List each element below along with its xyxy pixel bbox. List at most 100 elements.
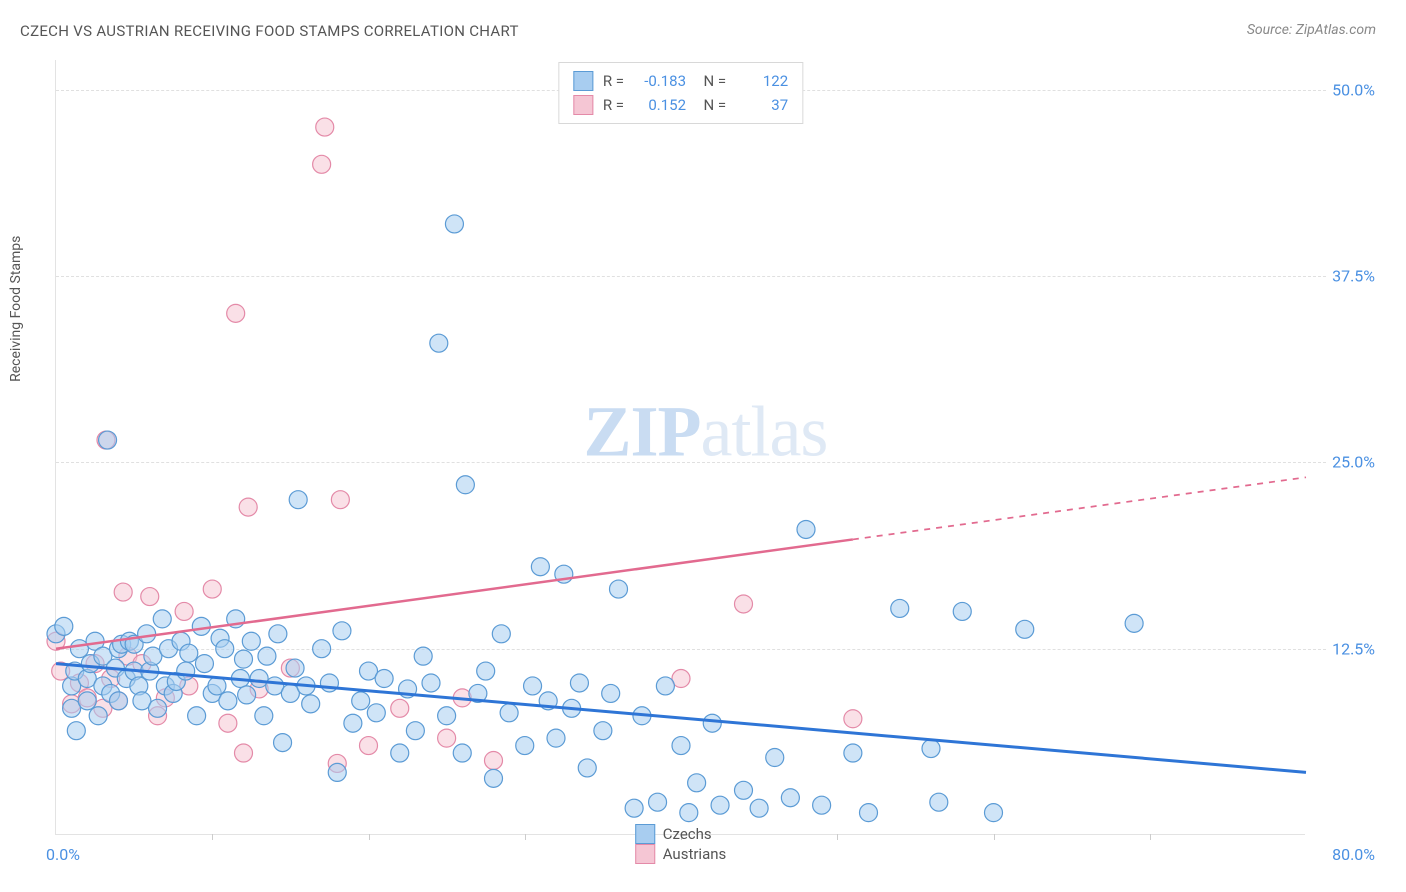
data-point: [242, 632, 260, 650]
data-point: [445, 215, 463, 233]
data-point: [750, 799, 768, 817]
data-point: [216, 640, 234, 658]
data-point: [438, 729, 456, 747]
data-point: [138, 625, 156, 643]
data-point: [735, 595, 753, 613]
x-tick: [1150, 834, 1151, 840]
data-point: [238, 686, 256, 704]
data-point: [255, 707, 273, 725]
data-point: [188, 707, 206, 725]
y-tick-label: 12.5%: [1332, 639, 1375, 658]
data-point: [227, 304, 245, 322]
data-point: [891, 599, 909, 617]
data-point: [422, 674, 440, 692]
y-axis-title: Receiving Food Stamps: [8, 236, 24, 382]
data-point: [331, 491, 349, 509]
x-tick: [212, 834, 213, 840]
data-point: [672, 737, 690, 755]
x-tick: [525, 834, 526, 840]
data-point: [177, 662, 195, 680]
data-point: [953, 602, 971, 620]
data-point: [274, 734, 292, 752]
data-point: [149, 699, 167, 717]
data-point: [391, 744, 409, 762]
data-point: [235, 650, 253, 668]
data-point: [316, 118, 334, 136]
data-point: [302, 695, 320, 713]
data-point: [570, 674, 588, 692]
y-tick-label: 50.0%: [1332, 80, 1375, 99]
data-point: [860, 804, 878, 822]
data-point: [594, 722, 612, 740]
data-point: [219, 714, 237, 732]
data-point: [438, 707, 456, 725]
data-point: [625, 799, 643, 817]
x-tick: [837, 834, 838, 840]
data-point: [141, 588, 159, 606]
data-point: [391, 699, 409, 717]
data-point: [258, 647, 276, 665]
data-point: [89, 707, 107, 725]
data-point: [844, 744, 862, 762]
legend-item: Austrians: [635, 844, 727, 864]
data-point: [219, 692, 237, 710]
data-point: [516, 737, 534, 755]
data-point: [797, 520, 815, 538]
data-point: [1125, 614, 1143, 632]
data-point: [203, 580, 221, 598]
data-point: [781, 789, 799, 807]
data-point: [477, 662, 495, 680]
x-tick: [369, 834, 370, 840]
data-point: [352, 692, 370, 710]
data-point: [485, 769, 503, 787]
legend-label: Austrians: [663, 845, 727, 863]
data-point: [375, 670, 393, 688]
trendline: [56, 539, 853, 648]
legend-swatch: [635, 844, 655, 864]
x-axis-min-label: 0.0%: [46, 845, 80, 864]
data-point: [922, 740, 940, 758]
data-point: [78, 692, 96, 710]
data-point: [844, 710, 862, 728]
data-point: [735, 781, 753, 799]
chart-title: CZECH VS AUSTRIAN RECEIVING FOOD STAMPS …: [20, 22, 519, 40]
data-point: [414, 647, 432, 665]
data-point: [360, 737, 378, 755]
data-point: [985, 804, 1003, 822]
data-point: [492, 625, 510, 643]
scatter-plot: [56, 60, 1305, 834]
data-point: [99, 431, 117, 449]
data-point: [239, 498, 257, 516]
data-point: [453, 744, 471, 762]
plot-area: Receiving Food Stamps ZIPatlas 12.5%25.0…: [55, 60, 1305, 835]
data-point: [485, 751, 503, 769]
data-point: [175, 602, 193, 620]
data-point: [286, 659, 304, 677]
data-point: [67, 722, 85, 740]
data-point: [688, 774, 706, 792]
data-point: [930, 793, 948, 811]
data-point: [192, 617, 210, 635]
data-point: [766, 749, 784, 767]
data-point: [289, 491, 307, 509]
data-point: [195, 655, 213, 673]
data-point: [500, 704, 518, 722]
trendline-extrapolated: [853, 477, 1306, 539]
data-point: [367, 704, 385, 722]
data-point: [456, 476, 474, 494]
data-point: [1016, 620, 1034, 638]
chart-container: CZECH VS AUSTRIAN RECEIVING FOOD STAMPS …: [0, 0, 1406, 892]
data-point: [269, 625, 287, 643]
x-tick: [994, 834, 995, 840]
data-point: [235, 744, 253, 762]
source-label: Source: ZipAtlas.com: [1247, 22, 1376, 38]
data-point: [703, 714, 721, 732]
data-point: [813, 796, 831, 814]
y-tick-label: 25.0%: [1332, 453, 1375, 472]
data-point: [430, 334, 448, 352]
data-point: [406, 722, 424, 740]
data-point: [313, 155, 331, 173]
data-point: [531, 558, 549, 576]
data-point: [114, 583, 132, 601]
data-point: [55, 617, 73, 635]
